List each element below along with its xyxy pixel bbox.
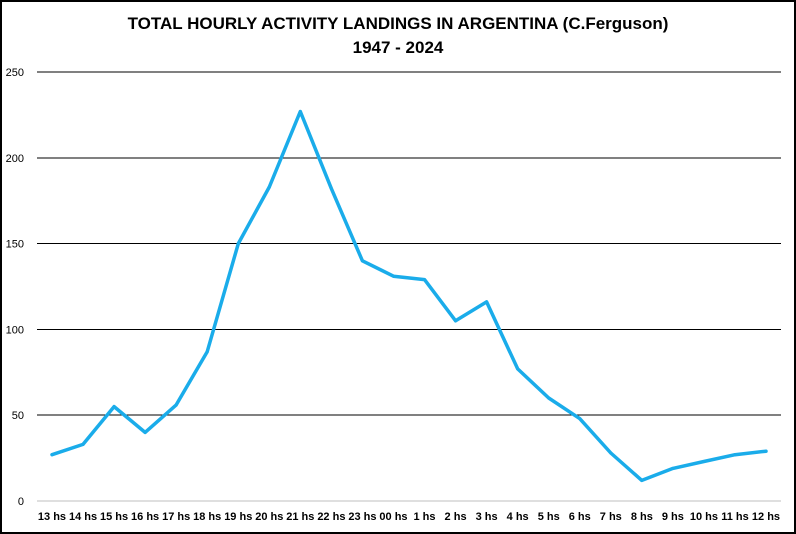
data-point — [205, 350, 209, 354]
x-tick-label: 14 hs — [69, 511, 97, 523]
chart-title: TOTAL HOURLY ACTIVITY LANDINGS IN ARGENT… — [127, 14, 669, 33]
data-point — [547, 396, 551, 400]
x-tick-label: 22 hs — [317, 511, 345, 523]
x-tick-label: 20 hs — [255, 511, 283, 523]
x-tick-label: 15 hs — [100, 511, 128, 523]
data-point — [112, 405, 116, 409]
chart-title-block: TOTAL HOURLY ACTIVITY LANDINGS IN ARGENT… — [2, 12, 794, 60]
y-tick-label: 100 — [6, 324, 24, 336]
x-tick-label: 18 hs — [193, 511, 221, 523]
y-tick-label: 200 — [6, 153, 24, 165]
data-point — [609, 451, 613, 455]
data-point — [702, 460, 706, 464]
x-tick-label: 3 hs — [476, 511, 498, 523]
x-tick-label: 9 hs — [662, 511, 684, 523]
data-point — [671, 466, 675, 470]
data-point — [298, 109, 302, 113]
x-tick-label: 13 hs — [38, 511, 66, 523]
y-tick-label: 250 — [6, 67, 24, 79]
x-tick-label: 5 hs — [538, 511, 560, 523]
data-point — [485, 300, 489, 304]
x-tick-label: 7 hs — [600, 511, 622, 523]
data-point — [578, 417, 582, 421]
data-point — [267, 185, 271, 189]
gridlines — [37, 71, 781, 502]
x-tick-label: 6 hs — [569, 511, 591, 523]
x-tick-label: 2 hs — [445, 511, 467, 523]
x-tick-label: 4 hs — [507, 511, 529, 523]
x-tick-label: 12 hs — [752, 511, 780, 523]
x-axis-tick-labels: 13 hs 14 hs 15 hs 16 hs 17 hs 18 hs 19 hs 20 hs… — [38, 511, 780, 523]
data-point — [454, 319, 458, 323]
y-tick-label: 150 — [6, 239, 24, 251]
x-tick-label: 11 hs — [721, 511, 749, 523]
x-tick-label: 17 hs — [162, 511, 190, 523]
data-point — [423, 278, 427, 282]
data-point — [329, 187, 333, 191]
data-point — [360, 259, 364, 263]
data-point — [50, 453, 54, 457]
data-point — [391, 274, 395, 278]
y-tick-label: 50 — [12, 410, 24, 422]
x-tick-label: 21 hs — [286, 511, 314, 523]
x-tick-label: 8 hs — [631, 511, 653, 523]
x-tick-label: 1 hs — [414, 511, 436, 523]
x-tick-label: 10 hs — [690, 511, 718, 523]
chart-subtitle: 1947 - 2024 — [352, 38, 444, 57]
x-tick-label: 00 hs — [379, 511, 407, 523]
data-point — [143, 430, 147, 434]
data-point — [174, 403, 178, 407]
y-axis-tick-labels: 0 50 100 150 200 250 — [6, 67, 24, 508]
data-point — [640, 478, 644, 482]
x-tick-label: 19 hs — [224, 511, 252, 523]
x-tick-label: 16 hs — [131, 511, 159, 523]
y-tick-label: 0 — [18, 496, 24, 508]
data-point — [516, 367, 520, 371]
series-layer — [50, 109, 768, 483]
data-point — [764, 449, 768, 453]
series-line — [50, 109, 768, 483]
data-point — [733, 453, 737, 457]
data-point — [81, 442, 85, 446]
data-point — [236, 242, 240, 246]
x-tick-label: 23 hs — [348, 511, 376, 523]
